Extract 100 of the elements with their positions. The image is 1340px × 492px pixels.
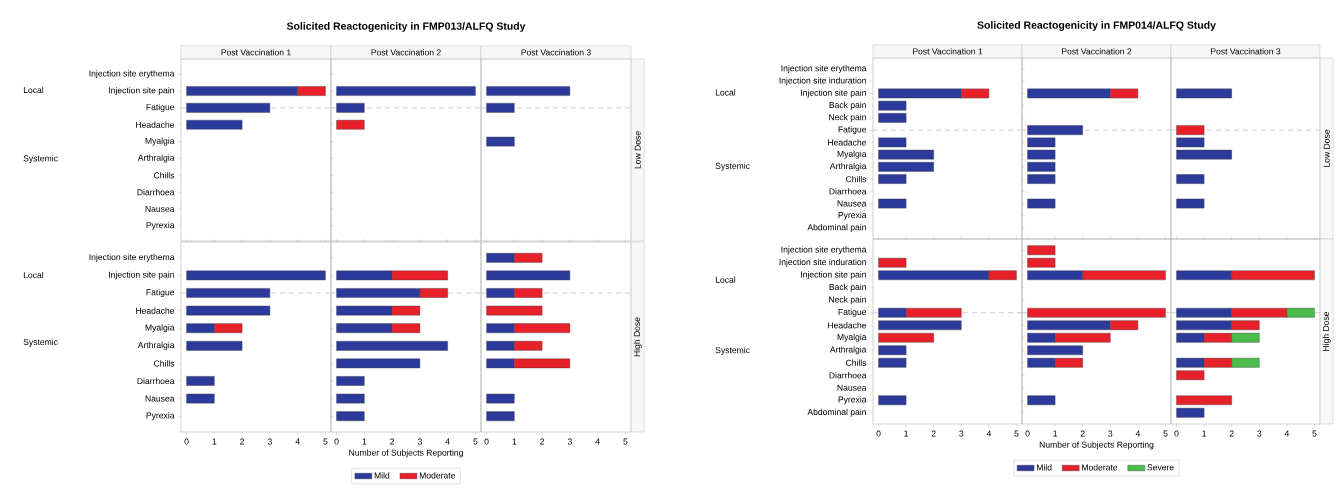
y-tick-label: Diarrhoea	[137, 377, 175, 385]
x-tick-label: 5	[473, 438, 478, 445]
x-tick-label: 2	[931, 430, 936, 437]
y2-axis-title: Low Dose	[1323, 129, 1330, 167]
y-tick-label: Neck pain	[829, 113, 866, 122]
y-tick-label: Pyrexia	[838, 396, 867, 405]
x-tick-label: 1	[362, 438, 367, 445]
y-tick-label: Diarrhoea	[137, 188, 175, 196]
y-tick-label: Fatigue	[146, 103, 175, 112]
text: Solicited Reactogenicity in FMP014/ALFQ Study	[977, 21, 1216, 31]
y-tick-label: Arthralgia	[137, 341, 175, 350]
y-tick-label: Injection site pain	[801, 271, 866, 280]
y-tick-label: Pyrexia	[146, 221, 175, 230]
x-tick-label: 5	[1312, 430, 1317, 437]
y-tick-label: Myalgia	[145, 324, 175, 333]
y-tick-label: Fatigue	[146, 289, 175, 298]
text: Systemic	[715, 346, 750, 355]
y-tick-label: Back pain	[829, 283, 866, 292]
y-tick-label: Diarrhoea	[829, 372, 867, 379]
y-tick-label: Injection site erythema	[89, 253, 175, 262]
x-tick-label: 0	[184, 438, 189, 445]
x-tick-label: 5	[1163, 430, 1168, 437]
y-tick-label: Nausea	[837, 384, 867, 391]
y-tick-label: Arthralgia	[829, 162, 867, 171]
y-tick-label: Chills	[153, 360, 175, 367]
x-tick-label: 2	[240, 438, 245, 445]
x-tick-label: 5	[1014, 430, 1019, 437]
y2-axis-title: High Dose	[633, 317, 642, 357]
y-tick-label: Arthralgia	[137, 154, 175, 163]
y-tick-label: Headache	[828, 139, 867, 146]
x-tick-label: 0	[484, 438, 489, 445]
y-tick-label: Injection site erythema	[89, 70, 175, 79]
text: Local	[23, 86, 44, 94]
y-tick-label: Injection site pain	[109, 87, 174, 96]
y-tick-label: Myalgia	[837, 150, 867, 159]
x-tick-label: 2	[540, 438, 545, 445]
x-tick-label: 4	[986, 430, 992, 437]
x-tick-label: 3	[417, 438, 422, 445]
y-tick-label: Chills	[845, 359, 867, 366]
x-tick-label: 1	[512, 438, 517, 445]
x-tick-label: 3	[959, 430, 964, 437]
x-tick-label: 5	[323, 438, 328, 445]
text: Systemic	[715, 162, 750, 171]
y-tick-label: Injection site erythema	[781, 246, 867, 255]
y-tick-label: Arthralgia	[829, 346, 867, 355]
y-tick-label: Pyrexia	[838, 211, 867, 220]
y-tick-label: Injection site pain	[109, 271, 174, 280]
y-tick-label: Injection site induration	[779, 77, 866, 86]
y-tick-label: Myalgia	[145, 137, 175, 146]
y-tick-label: Neck pain	[829, 296, 866, 305]
y-tick-label: Chills	[153, 172, 175, 179]
y-tick-label: Nausea	[145, 395, 175, 402]
x-tick-label: 3	[267, 438, 272, 445]
chart-subtitle: Post Vaccination 3	[521, 49, 591, 56]
x-tick-label: 3	[567, 438, 572, 445]
y2-axis-title: Low Dose	[634, 131, 641, 169]
chart-subtitle: Post Vaccination 1	[221, 49, 291, 56]
x-tick-label: 3	[1108, 430, 1113, 437]
y-tick-label: Pyrexia	[146, 412, 175, 421]
x-tick-label: 1	[1053, 430, 1058, 437]
y-tick-label: Back pain	[829, 101, 866, 110]
text: Systemic	[23, 155, 58, 164]
y-tick-label: Abdominal pain	[807, 408, 866, 417]
x-tick-label: 0	[876, 430, 881, 437]
x-tick-label: 1	[212, 438, 217, 445]
chart-subtitle: Post Vaccination 3	[1211, 48, 1281, 55]
x-tick-label: 3	[1257, 430, 1262, 437]
legend-label: Moderate	[419, 472, 455, 479]
y-tick-label: Diarrhoea	[829, 188, 867, 195]
y-tick-label: Abdominal pain	[807, 224, 866, 232]
chart-subtitle: Post Vaccination 2	[371, 49, 441, 56]
y2-axis-title: High Dose	[1322, 311, 1331, 351]
text: Solicited Reactogenicity in FMP013/ALFQ Study	[286, 22, 526, 32]
x-tick-label: 1	[904, 430, 909, 437]
y-tick-label: Fatigue	[838, 308, 867, 317]
y-tick-label: Headache	[828, 322, 867, 329]
legend-label: Moderate	[1082, 464, 1118, 471]
x-tick-label: 4	[1135, 430, 1141, 437]
chart-subtitle: Post Vaccination 1	[913, 48, 983, 55]
x-tick-label: 0	[1025, 430, 1030, 437]
text: Local	[715, 89, 736, 96]
y-tick-label: Headache	[136, 307, 175, 314]
x-tick-label: 4	[295, 438, 300, 445]
x-tick-label: 1	[1202, 430, 1207, 437]
y-tick-label: Injection site induration	[779, 258, 866, 267]
legend-label: Mild	[1037, 464, 1052, 471]
text: Local	[715, 276, 736, 283]
x-axis-title: Number of Subjects Reporting	[1039, 441, 1154, 450]
y-tick-label: Fatigue	[838, 126, 867, 135]
x-tick-label: 5	[623, 438, 628, 445]
y-tick-label: Headache	[136, 121, 175, 128]
y-tick-label: Nausea	[837, 200, 867, 207]
x-tick-label: 4	[445, 438, 450, 445]
x-tick-label: 4	[1284, 430, 1290, 437]
x-tick-label: 0	[334, 438, 339, 445]
y-tick-label: Injection site pain	[801, 89, 866, 98]
y-tick-label: Injection site erythema	[781, 65, 867, 73]
x-tick-label: 2	[1229, 430, 1234, 437]
chart-subtitle: Post Vaccination 2	[1062, 48, 1132, 55]
y-tick-label: Myalgia	[837, 333, 867, 342]
